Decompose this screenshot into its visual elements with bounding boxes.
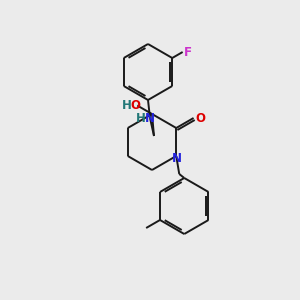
Text: N: N bbox=[145, 112, 155, 125]
Text: H: H bbox=[122, 99, 132, 112]
Text: H: H bbox=[136, 112, 146, 125]
Text: N: N bbox=[172, 152, 182, 166]
Text: O: O bbox=[196, 112, 206, 124]
Text: O: O bbox=[130, 99, 140, 112]
Text: F: F bbox=[184, 46, 192, 59]
